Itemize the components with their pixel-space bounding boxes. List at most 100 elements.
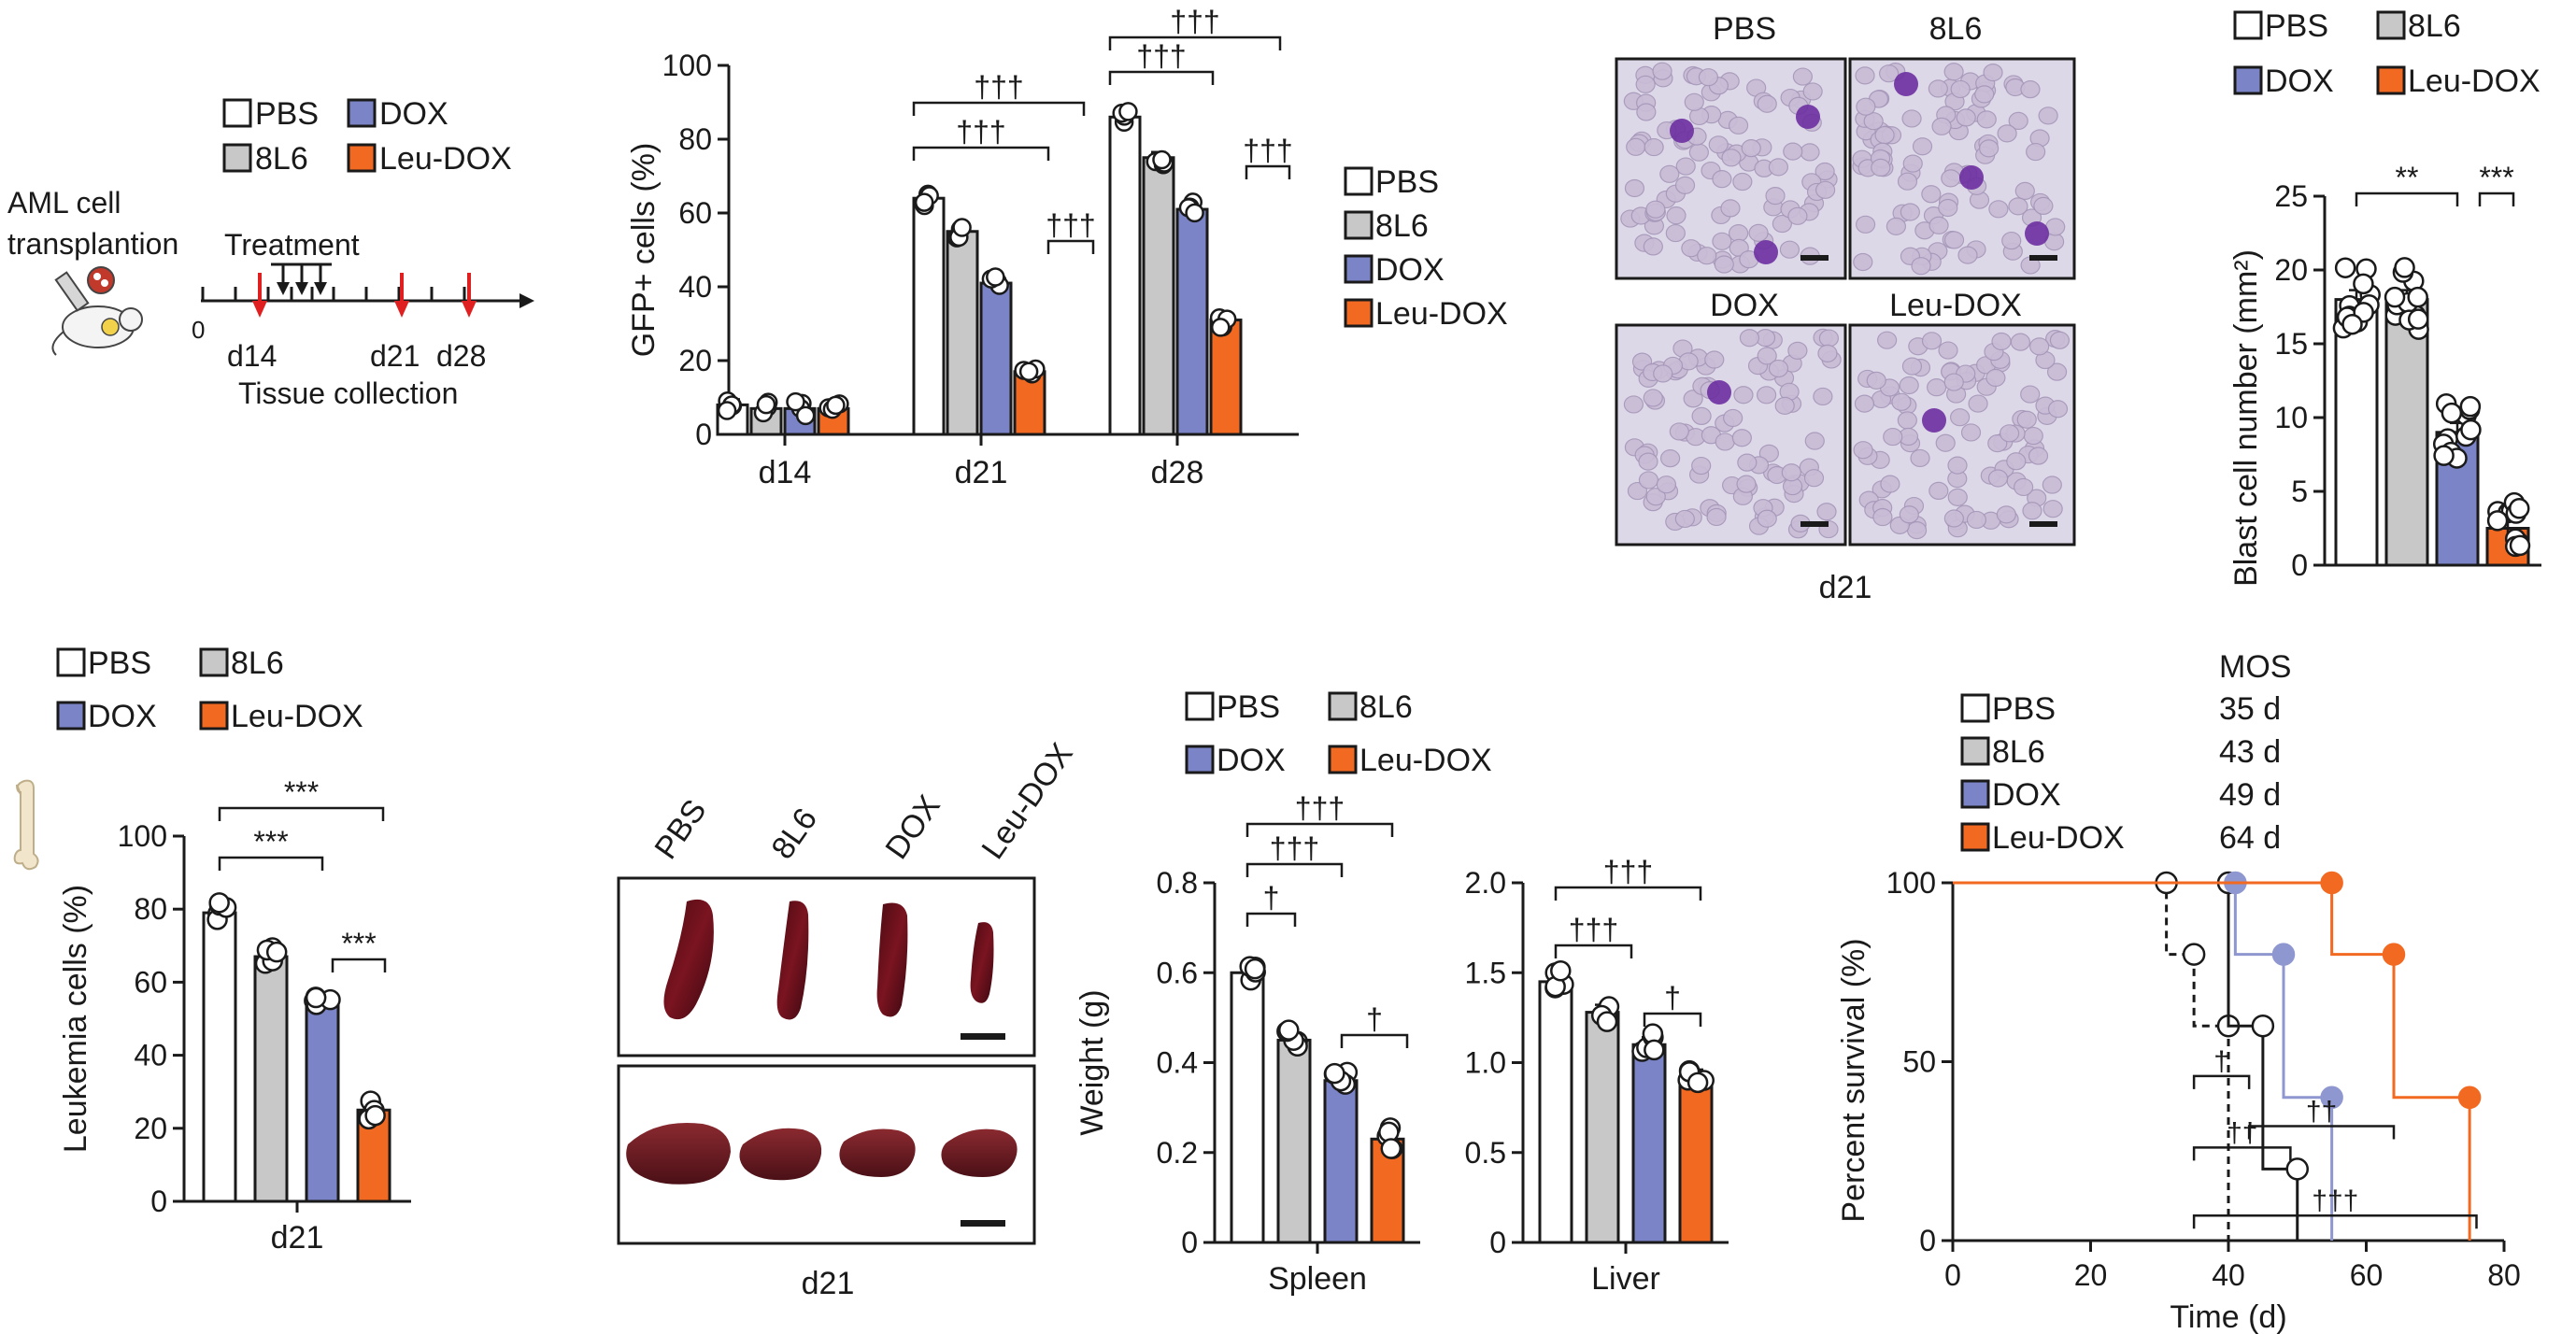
red-blood-cell — [1921, 185, 1942, 204]
legend-swatch-8l6 — [199, 647, 229, 677]
data-point — [1380, 1138, 1402, 1159]
red-blood-cell — [1947, 488, 1968, 506]
significance-bracket — [1340, 1033, 1409, 1048]
red-blood-cell — [2010, 333, 2031, 351]
red-blood-cell — [1815, 180, 1836, 199]
data-point — [2441, 402, 2463, 424]
data-point — [1244, 958, 1266, 980]
blast-cell — [1894, 72, 1918, 96]
data-point — [786, 391, 805, 412]
legend-label-leu-dox: Leu-DOX — [1375, 296, 1508, 332]
legend-label-leu-dox: Leu-DOX — [2408, 64, 2540, 99]
timeline-d28: d28 — [436, 339, 486, 373]
y-tick-label: 20 — [678, 344, 712, 377]
legend-swatch-8l6 — [1328, 691, 1358, 721]
survival-point-dox — [2320, 1086, 2343, 1110]
red-blood-cell — [1683, 390, 1703, 408]
legend-swatch-leu-dox — [2376, 65, 2406, 95]
mos-value-pbs: 35 d — [2219, 691, 2281, 727]
legend-swatch-leu-dox — [1328, 745, 1358, 774]
significance-label: † — [1664, 981, 1681, 1015]
legend-swatch-pbs — [1960, 693, 1990, 723]
red-blood-cell — [1855, 215, 1876, 234]
legend-label-leu-dox: Leu-DOX — [1992, 820, 2125, 856]
data-point — [795, 405, 816, 426]
red-blood-cell — [1715, 433, 1735, 451]
significance-bracket — [912, 101, 1086, 116]
y-tick-label: 1.5 — [1465, 956, 1506, 989]
legend-swatch-dox — [2233, 65, 2263, 95]
legend-row-pbs: PBS 35 d — [1960, 691, 2281, 727]
y-tick-label: 20 — [2274, 253, 2308, 287]
mos-value-8l6: 43 d — [2219, 734, 2281, 770]
red-blood-cell — [1943, 509, 1964, 528]
data-point — [952, 218, 972, 237]
data-point — [2334, 257, 2356, 278]
significance-label: † — [2213, 1046, 2229, 1077]
red-blood-cell — [1660, 449, 1681, 468]
significance-bracket — [1245, 912, 1297, 927]
organ-panel: PBS 8L6 DOX Leu-DOX d21 — [617, 737, 1080, 1301]
red-blood-cell — [1899, 376, 1919, 395]
y-tick-label: 100 — [118, 819, 167, 853]
mos-value-leu-dox: 64 d — [2219, 820, 2281, 856]
significance-bracket — [331, 958, 387, 972]
red-blood-cell — [1928, 79, 1948, 98]
y-tick-label: 20 — [134, 1112, 167, 1145]
red-blood-cell — [1931, 117, 1952, 135]
organ-label-dox: DOX — [878, 788, 946, 865]
x-tick-label: d14 — [759, 455, 812, 490]
data-point — [717, 401, 737, 420]
red-blood-cell — [1912, 137, 1933, 156]
significance-bracket — [1108, 70, 1215, 85]
significance-bracket — [2192, 1146, 2292, 1161]
red-blood-cell — [1645, 200, 1666, 219]
red-blood-cell — [1737, 453, 1758, 472]
red-blood-cell — [1681, 239, 1701, 258]
legend-label-8l6: 8L6 — [1992, 734, 2045, 770]
red-blood-cell — [2022, 502, 2042, 520]
red-blood-cell — [1985, 368, 2006, 388]
y-tick-label: 100 — [1886, 866, 1936, 900]
blast-cell — [1959, 165, 1984, 190]
red-blood-cell — [1656, 475, 1677, 494]
scale-bar — [2029, 521, 2057, 527]
legend-label-leu-dox: Leu-DOX — [379, 141, 512, 177]
y-tick-label: 10 — [2274, 401, 2308, 434]
data-point — [826, 395, 846, 416]
significance-bracket — [218, 856, 324, 871]
significance-label: ††† — [1046, 208, 1095, 242]
significance-label: ††† — [2312, 1185, 2358, 1216]
significance-bracket — [2355, 192, 2459, 206]
survival-point-leu-dox — [2320, 871, 2343, 895]
red-blood-cell — [1872, 507, 1893, 527]
red-blood-cell — [1901, 357, 1923, 376]
data-point — [2384, 286, 2406, 308]
blast-cell — [1670, 119, 1694, 143]
red-blood-cell — [1938, 341, 1958, 360]
mos-value-dox: 49 d — [2219, 777, 2281, 813]
x-tick-label: 40 — [2212, 1258, 2245, 1292]
red-blood-cell — [1674, 509, 1695, 529]
data-point — [2341, 313, 2363, 335]
red-blood-cell — [1645, 488, 1666, 506]
legend-label-pbs: PBS — [1217, 689, 1280, 725]
y-tick-label: 0.2 — [1157, 1136, 1198, 1170]
syringe-icon — [54, 266, 115, 312]
significance-bracket — [1046, 239, 1095, 254]
red-blood-cell — [1774, 396, 1795, 415]
micrograph-label-dox: DOX — [1710, 288, 1779, 323]
red-blood-cell — [1950, 408, 1971, 427]
significance-label: ††† — [974, 70, 1023, 104]
red-blood-cell — [1947, 456, 1968, 475]
red-blood-cell — [1684, 92, 1704, 111]
tissue-collection-label: Tissue collection — [238, 376, 458, 410]
red-blood-cell — [1943, 231, 1965, 249]
data-point — [1018, 362, 1039, 382]
y-tick-label: 1.0 — [1465, 1046, 1506, 1080]
significance-label: ** — [2396, 161, 2419, 194]
bar-dox — [979, 281, 1013, 436]
red-blood-cell — [2046, 362, 2068, 381]
legend-swatch-dox — [1960, 779, 1990, 809]
significance-label: *** — [284, 775, 319, 809]
